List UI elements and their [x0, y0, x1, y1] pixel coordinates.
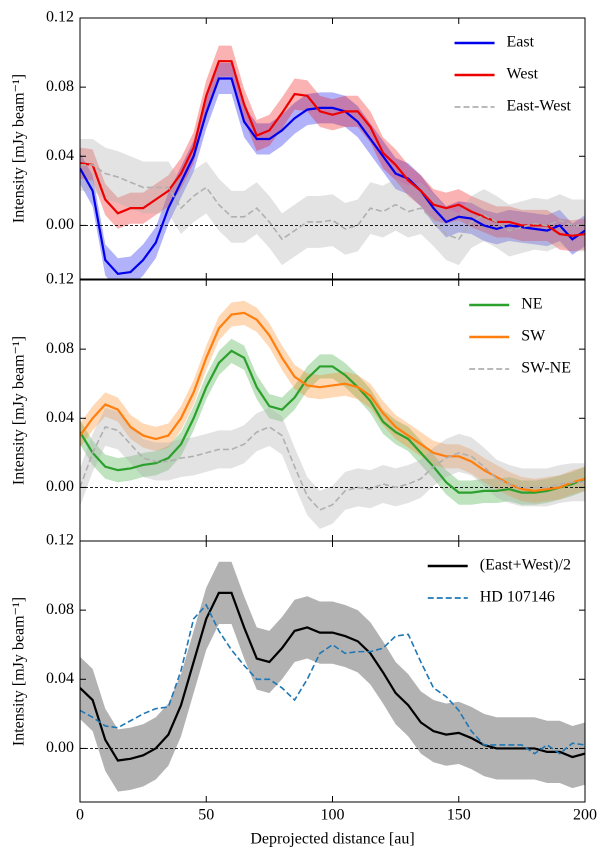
- y-tick-label: 0.12: [46, 9, 74, 26]
- series-line: [80, 311, 585, 492]
- series-line: [80, 425, 585, 511]
- y-tick-label: 0.00: [46, 216, 74, 233]
- y-tick-label: 0.04: [46, 147, 74, 164]
- y-axis-label: Intensity [mJy beam⁻¹]: [11, 597, 28, 746]
- error-band: [80, 338, 585, 505]
- series-line: [80, 60, 585, 237]
- y-tick-label: 0.04: [46, 409, 74, 426]
- y-tick-label: 0.08: [46, 340, 74, 357]
- panel: 0.00 0.04 0.08 0.12 Intensity [mJy beam⁻¹] Ea…: [11, 9, 586, 280]
- y-tick-label: 0.08: [46, 78, 74, 95]
- y-axis-label: Intensity [mJy beam⁻¹]: [11, 74, 28, 223]
- series-line: [80, 164, 585, 241]
- series-line: [80, 603, 585, 755]
- y-tick-label: 0.12: [46, 532, 74, 549]
- series-line: [80, 77, 585, 275]
- y-tick-label: 0.08: [46, 601, 74, 618]
- legend-label: West: [507, 66, 539, 83]
- panel: 0.00 0.04 0.08 0.12 0 50 100 150 200 Intensity [m…: [11, 532, 597, 848]
- legend-label: HD 107146: [480, 589, 555, 606]
- plot-area: [80, 300, 585, 529]
- legend: NE SW SW-NE: [469, 296, 571, 377]
- x-tick-label: 50: [198, 807, 214, 824]
- y-tick-label: 0.04: [46, 670, 74, 687]
- y-tick-label: 0.00: [46, 739, 74, 756]
- panel: 0.00 0.04 0.08 0.12 Intensity [mJy beam⁻¹] NE…: [11, 271, 586, 542]
- legend-label: SW: [521, 328, 546, 345]
- legend: East West East-West: [454, 34, 572, 115]
- y-tick-label: 0.12: [46, 271, 74, 288]
- x-axis-label: Deprojected distance [au]: [250, 831, 414, 848]
- legend-label: East-West: [507, 98, 572, 115]
- y-axis-label: Intensity [mJy beam⁻¹]: [11, 336, 28, 485]
- legend: (East+West)/2 HD 107146: [427, 557, 571, 606]
- y-tick-label: 0.00: [46, 478, 74, 495]
- series-line: [80, 349, 585, 494]
- x-tick-label: 100: [321, 807, 345, 824]
- plot-area: [80, 45, 585, 279]
- legend-label: (East+West)/2: [480, 557, 571, 574]
- plot-area: [80, 561, 585, 792]
- error-band: [80, 407, 585, 529]
- error-band: [80, 138, 585, 266]
- series-line: [80, 591, 585, 762]
- x-tick-label: 0: [76, 807, 84, 824]
- legend-label: East: [507, 34, 535, 51]
- x-tick-label: 200: [573, 807, 597, 824]
- x-tick-label: 150: [447, 807, 471, 824]
- legend-label: NE: [521, 296, 542, 313]
- legend-label: SW-NE: [521, 360, 571, 377]
